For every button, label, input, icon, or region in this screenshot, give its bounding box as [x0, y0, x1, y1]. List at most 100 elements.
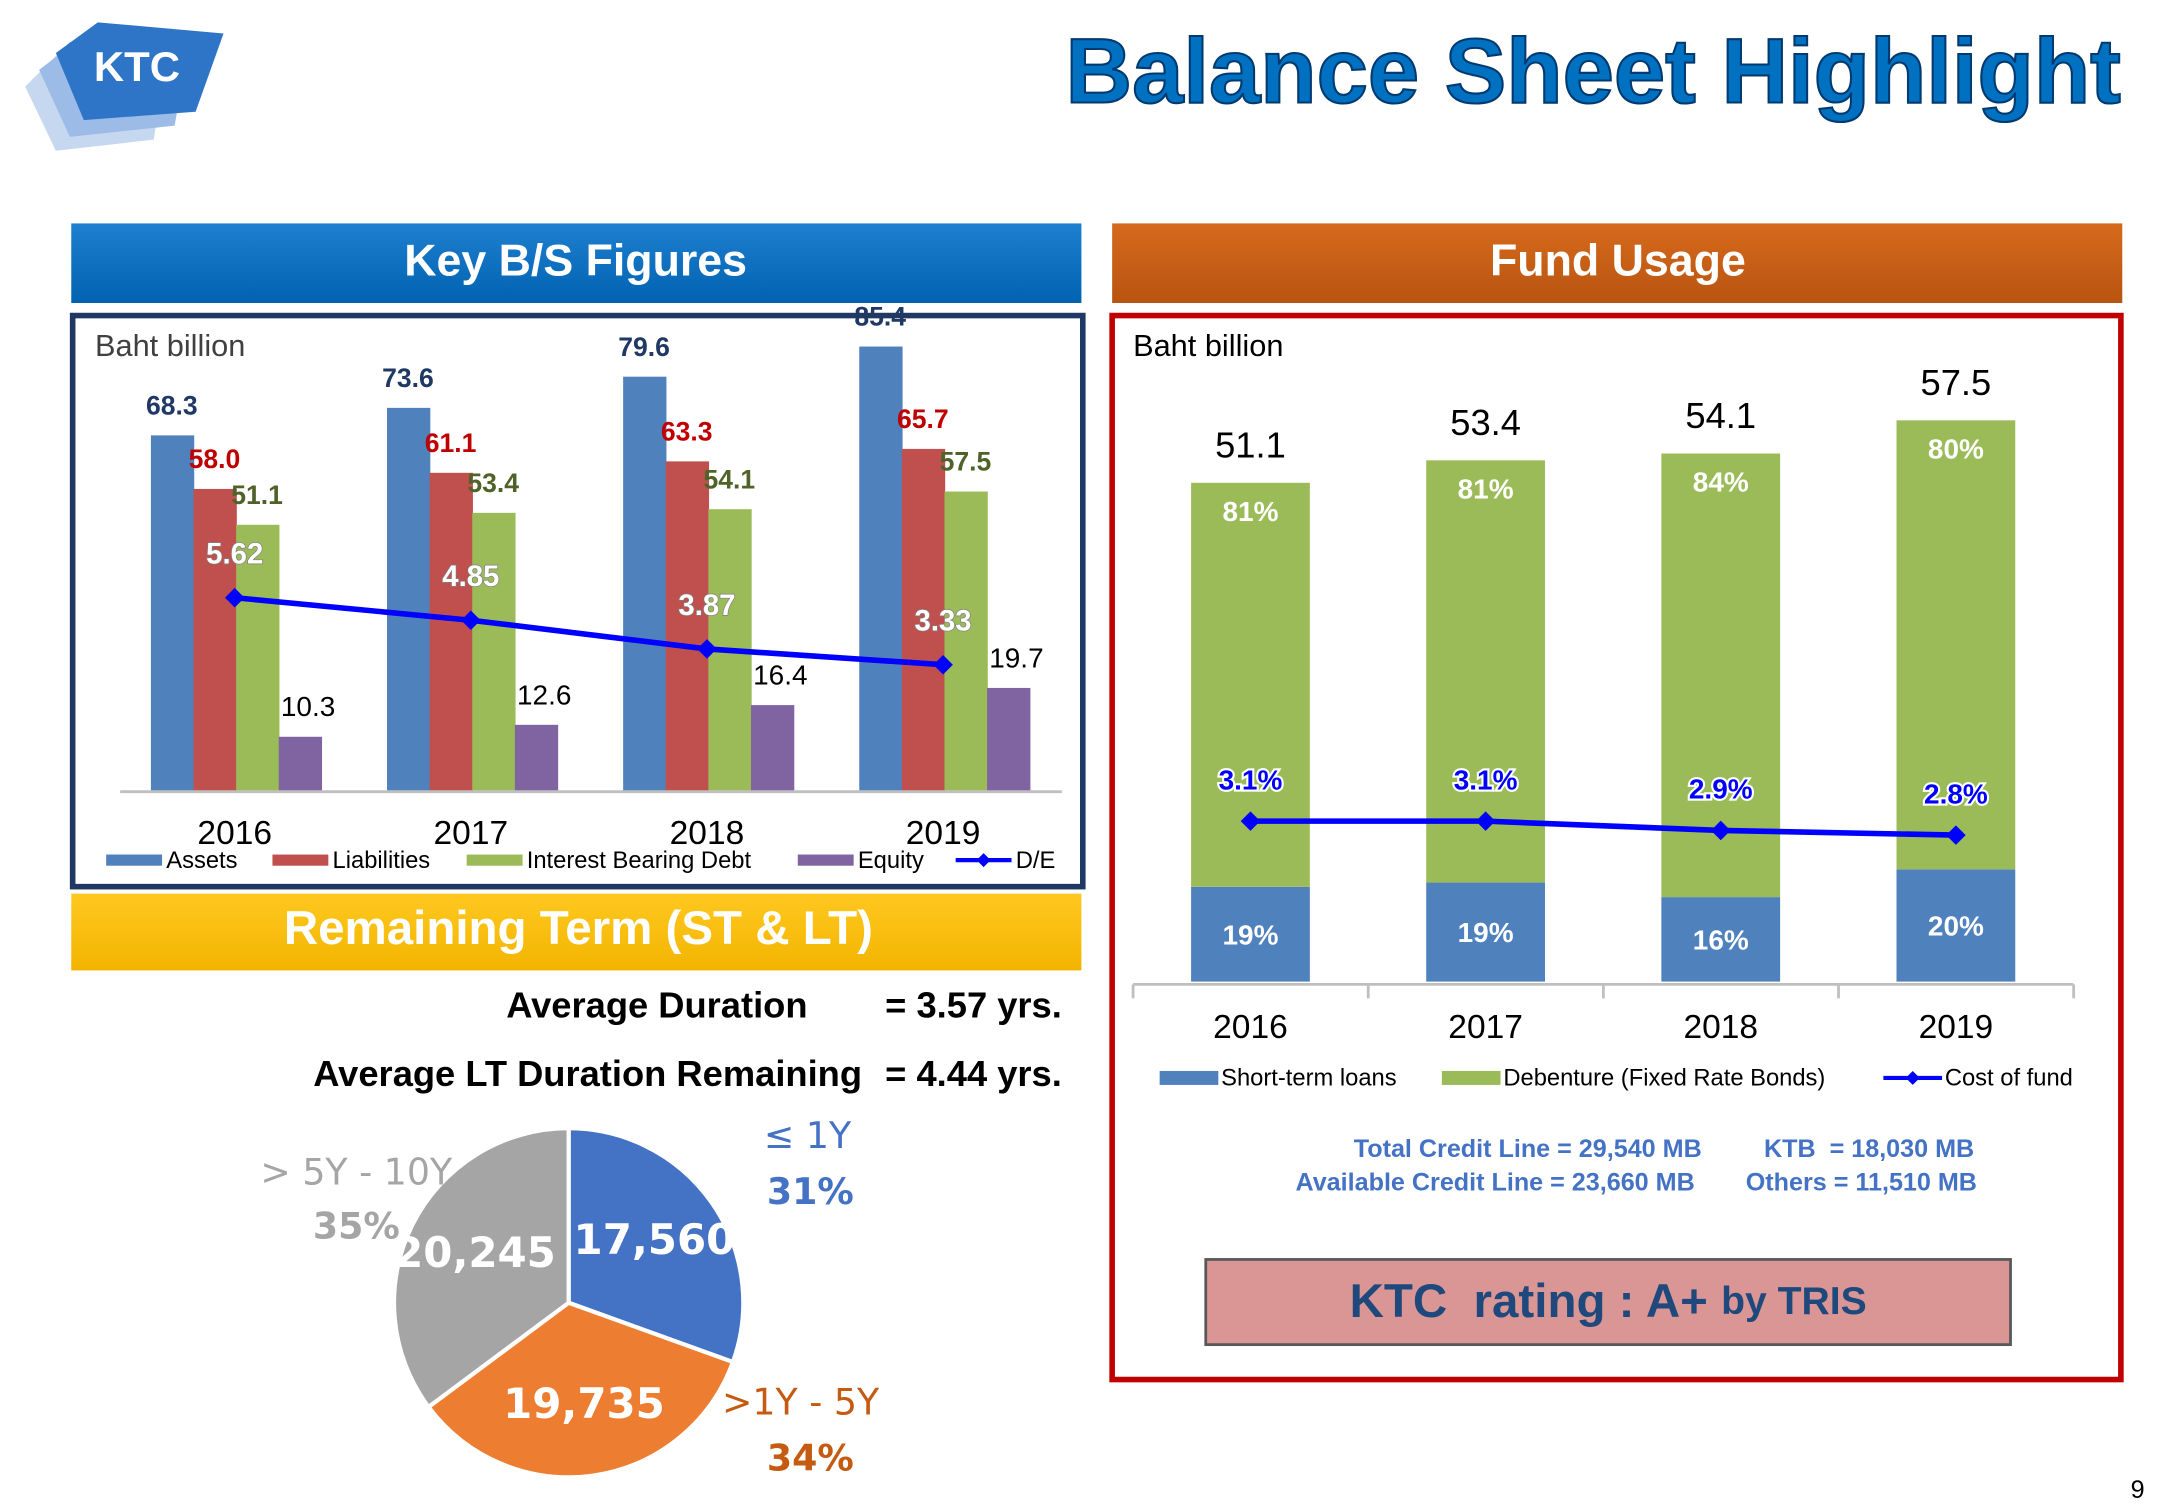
line-marker [697, 639, 717, 659]
slide-title: Balance Sheet Highlight [1066, 20, 2121, 123]
data-label: 3.87 [678, 589, 735, 622]
legend-label: Equity [858, 848, 924, 874]
credit-line: Total Credit Line = 29,540 MB [1354, 1135, 1702, 1163]
panel-title: Remaining Term (ST & LT) [284, 902, 873, 955]
duration-value: = 4.44 yrs. [885, 1053, 1062, 1094]
bar [665, 461, 710, 791]
panel-frame [1109, 312, 2124, 1383]
x-tick-label: 2018 [1683, 1009, 1758, 1046]
legend-swatch [466, 854, 523, 866]
data-label: 2.9% [1689, 774, 1753, 805]
category-label: > 5Y - 10Y [260, 1150, 453, 1193]
legend-label: Assets [166, 848, 237, 874]
legend-label: Cost of fund [1945, 1066, 2073, 1092]
data-label: 73.6 [382, 363, 434, 393]
legend-marker [976, 853, 991, 868]
bar [859, 346, 903, 791]
bar [387, 407, 431, 791]
data-label: 63.3 [661, 416, 713, 446]
data-label: 54.1 [704, 464, 756, 494]
legend-label: Debenture (Fixed Rate Bonds) [1503, 1066, 1825, 1092]
total-label: 54.1 [1685, 395, 1756, 436]
slice-label: 17,560 [574, 1215, 736, 1264]
legend-label: Liabilities [333, 848, 431, 874]
legend-swatch [797, 854, 854, 866]
data-label: 3.1% [1454, 764, 1518, 795]
legend-swatch [272, 854, 329, 866]
bar [150, 435, 195, 791]
slice-label: 19,735 [503, 1379, 665, 1428]
bar-segment [1191, 886, 1310, 982]
bar-segment [1896, 420, 2016, 870]
x-tick-label: 2016 [197, 815, 272, 852]
bar [944, 491, 988, 791]
pie-slice [425, 1300, 736, 1480]
x-tick-label: 2017 [434, 815, 509, 852]
segment-label: 20% [1928, 911, 1984, 942]
bar [429, 472, 473, 791]
bar-segment [1661, 897, 1781, 982]
bar [987, 687, 1031, 791]
panel-header [71, 893, 1082, 971]
line-marker [461, 610, 481, 631]
x-tick-label: 2018 [670, 815, 745, 852]
bar [623, 376, 667, 791]
panel-frame [69, 312, 1086, 890]
data-label: 65.7 [897, 404, 949, 434]
data-label: 68.3 [146, 390, 198, 420]
panel-header [1112, 223, 2123, 303]
unit-label: Baht billion [1133, 328, 1283, 363]
rating-text: KTC rating : A+ [1350, 1275, 1722, 1328]
rating: KTC rating : A+ by TRIS [1350, 1275, 1867, 1328]
panel-title: Key B/S Figures [404, 237, 747, 286]
line-marker [1946, 825, 1966, 845]
rating-box [1204, 1258, 2012, 1347]
credit-line: Available Credit Line = 23,660 MB [1295, 1169, 1694, 1197]
slice-label: 20,245 [394, 1228, 556, 1277]
credit-line: KTB = 18,030 MB [1764, 1135, 1974, 1163]
x-tick-label: 2019 [906, 815, 981, 852]
line-marker [1475, 811, 1496, 831]
data-label: 19.7 [989, 642, 1043, 673]
legend-swatch [1441, 1070, 1501, 1085]
segment-label: 81% [1223, 496, 1279, 527]
rating-agency: by TRIS [1721, 1280, 1867, 1323]
logo-text: KTC [94, 43, 180, 90]
segment-label: 84% [1693, 467, 1749, 498]
pie-slice [566, 1126, 746, 1365]
x-tick-label: 2016 [1213, 1009, 1288, 1046]
data-label: 2.8% [1924, 778, 1988, 809]
line [234, 594, 944, 668]
bar [236, 524, 280, 791]
bar-segment [1896, 869, 2016, 982]
logo: KTC [25, 22, 224, 151]
bar [514, 724, 559, 791]
share-label: 34% [767, 1437, 854, 1480]
line-marker [1240, 811, 1261, 831]
bar [750, 705, 795, 791]
total-label: 57.5 [1921, 362, 1992, 403]
segment-label: 19% [1223, 919, 1279, 950]
data-label: 85.4 [854, 302, 906, 332]
segment-label: 19% [1458, 917, 1514, 948]
data-label: 16.4 [753, 660, 807, 691]
share-label: 35% [313, 1205, 400, 1248]
data-label: 58.0 [189, 444, 241, 474]
segment-label: 81% [1458, 473, 1514, 504]
data-label: 79.6 [618, 332, 670, 362]
data-label: 51.1 [231, 480, 283, 510]
data-label: 10.3 [281, 691, 335, 722]
legend-swatch [1159, 1070, 1219, 1085]
bar [278, 736, 323, 791]
duration-label: Average Duration [506, 985, 807, 1026]
data-label: 5.62 [206, 538, 263, 571]
share-label: 31% [767, 1170, 854, 1213]
line-marker [224, 587, 245, 608]
legend-label: D/E [1016, 848, 1056, 874]
bar [193, 488, 237, 791]
x-tick-label: 2019 [1919, 1009, 1994, 1046]
x-tick-label: 2017 [1448, 1009, 1523, 1046]
segment-label: 80% [1928, 433, 1984, 464]
legend-swatch [106, 854, 163, 866]
data-label: 3.1% [1219, 764, 1283, 795]
